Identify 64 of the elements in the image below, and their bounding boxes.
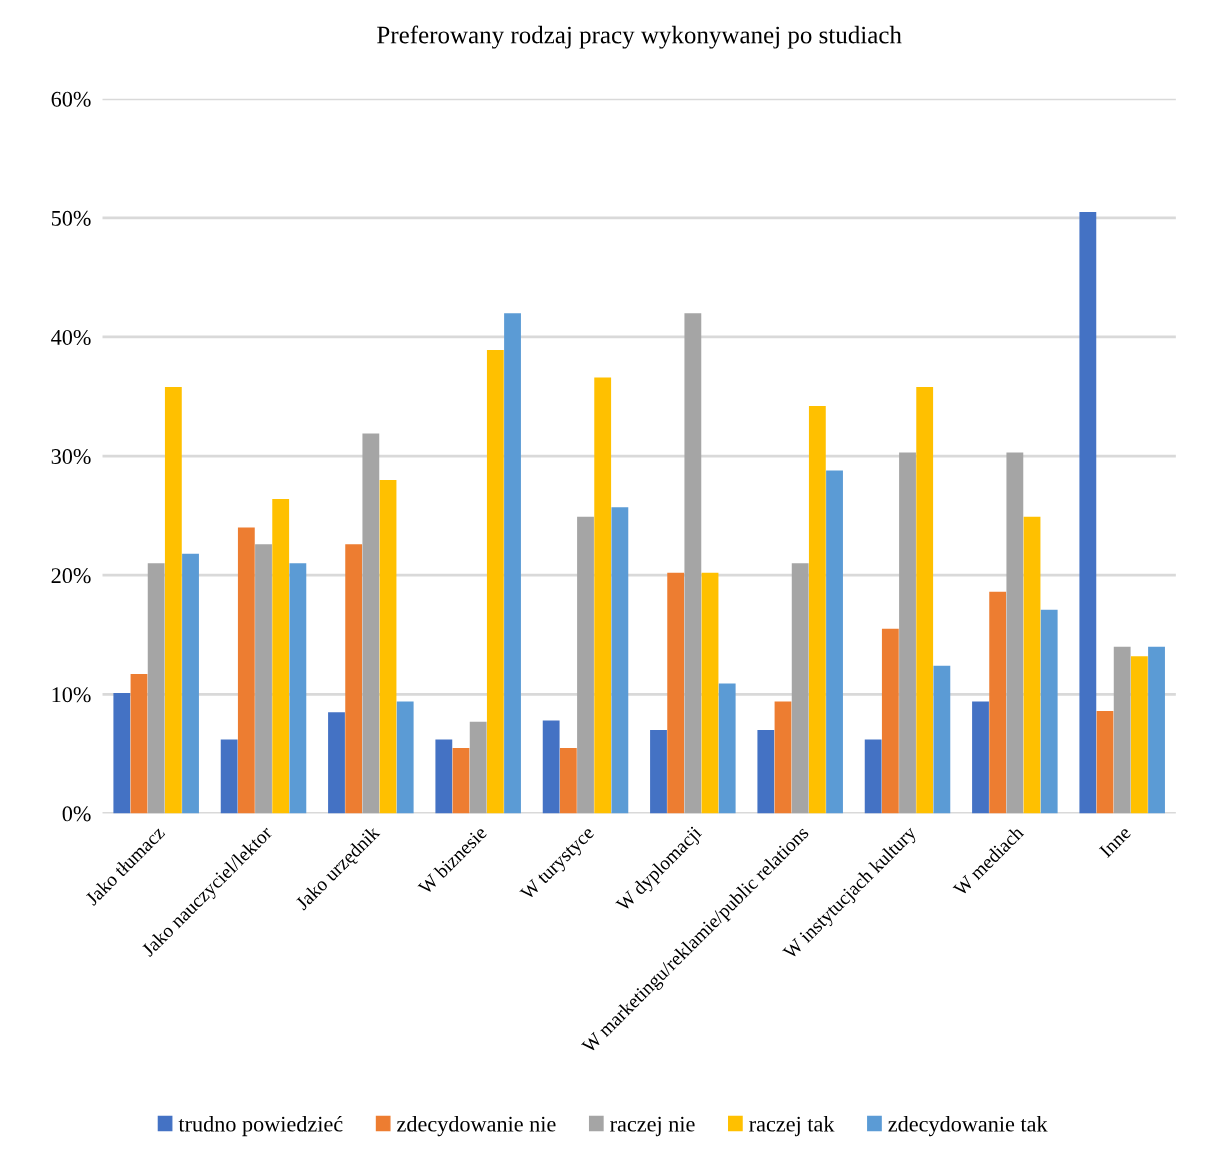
bar xyxy=(864,739,882,814)
bar xyxy=(916,387,934,814)
bar xyxy=(650,730,667,814)
bar xyxy=(808,406,826,814)
chart-title: Preferowany rodzaj pracy wykonywanej po studiach xyxy=(377,25,902,49)
bar xyxy=(220,739,238,814)
bar xyxy=(899,452,916,814)
x-tick-label: Inne xyxy=(1098,825,1132,859)
bar xyxy=(989,591,1007,814)
bar xyxy=(362,433,380,814)
bar xyxy=(577,516,594,814)
bar xyxy=(1148,646,1165,814)
bar xyxy=(933,665,951,814)
bar xyxy=(1040,609,1058,814)
bar xyxy=(289,563,307,814)
bar xyxy=(469,721,487,814)
bar xyxy=(791,563,809,814)
bar xyxy=(130,674,148,814)
bar xyxy=(559,747,577,814)
y-tick-label: 0% xyxy=(62,806,91,822)
bar xyxy=(452,747,470,814)
bar xyxy=(504,313,521,814)
bar xyxy=(379,479,397,814)
y-tick-label: 60% xyxy=(51,91,91,107)
bar xyxy=(718,683,736,814)
bar xyxy=(237,527,255,814)
bar xyxy=(757,730,775,814)
bar xyxy=(164,387,182,814)
legend-label: trudno powiedzieć xyxy=(178,1115,343,1137)
bar xyxy=(826,470,843,814)
legend-label: zdecydowanie tak xyxy=(888,1115,1048,1137)
bar xyxy=(255,544,272,814)
bar xyxy=(1079,211,1097,814)
bar xyxy=(328,712,345,814)
bar xyxy=(1096,710,1114,814)
bar xyxy=(667,572,685,814)
bar xyxy=(345,544,363,814)
bar xyxy=(396,701,414,814)
y-tick-label: 50% xyxy=(51,210,91,226)
bar xyxy=(486,350,504,814)
bar xyxy=(881,628,899,814)
bar xyxy=(684,313,702,814)
bar xyxy=(594,377,612,814)
legend-label: zdecydowanie nie xyxy=(397,1115,556,1137)
bar xyxy=(1006,452,1024,814)
bar xyxy=(1113,646,1131,814)
bar xyxy=(1023,516,1041,814)
bar xyxy=(1130,656,1148,814)
y-tick-label: 10% xyxy=(52,687,91,703)
y-tick-label: 40% xyxy=(51,329,91,345)
bar xyxy=(972,701,989,814)
bar xyxy=(774,701,792,814)
y-tick-label: 20% xyxy=(51,568,91,584)
bar xyxy=(113,693,131,814)
bar xyxy=(611,507,629,814)
bar xyxy=(182,553,199,814)
y-tick-label: 30% xyxy=(51,449,91,465)
bar xyxy=(147,563,165,814)
bar xyxy=(542,720,560,814)
legend-label: raczej nie xyxy=(610,1116,695,1137)
bar xyxy=(435,739,453,814)
bar xyxy=(701,572,719,814)
legend-label: raczej tak xyxy=(749,1115,835,1137)
bar xyxy=(272,498,290,814)
